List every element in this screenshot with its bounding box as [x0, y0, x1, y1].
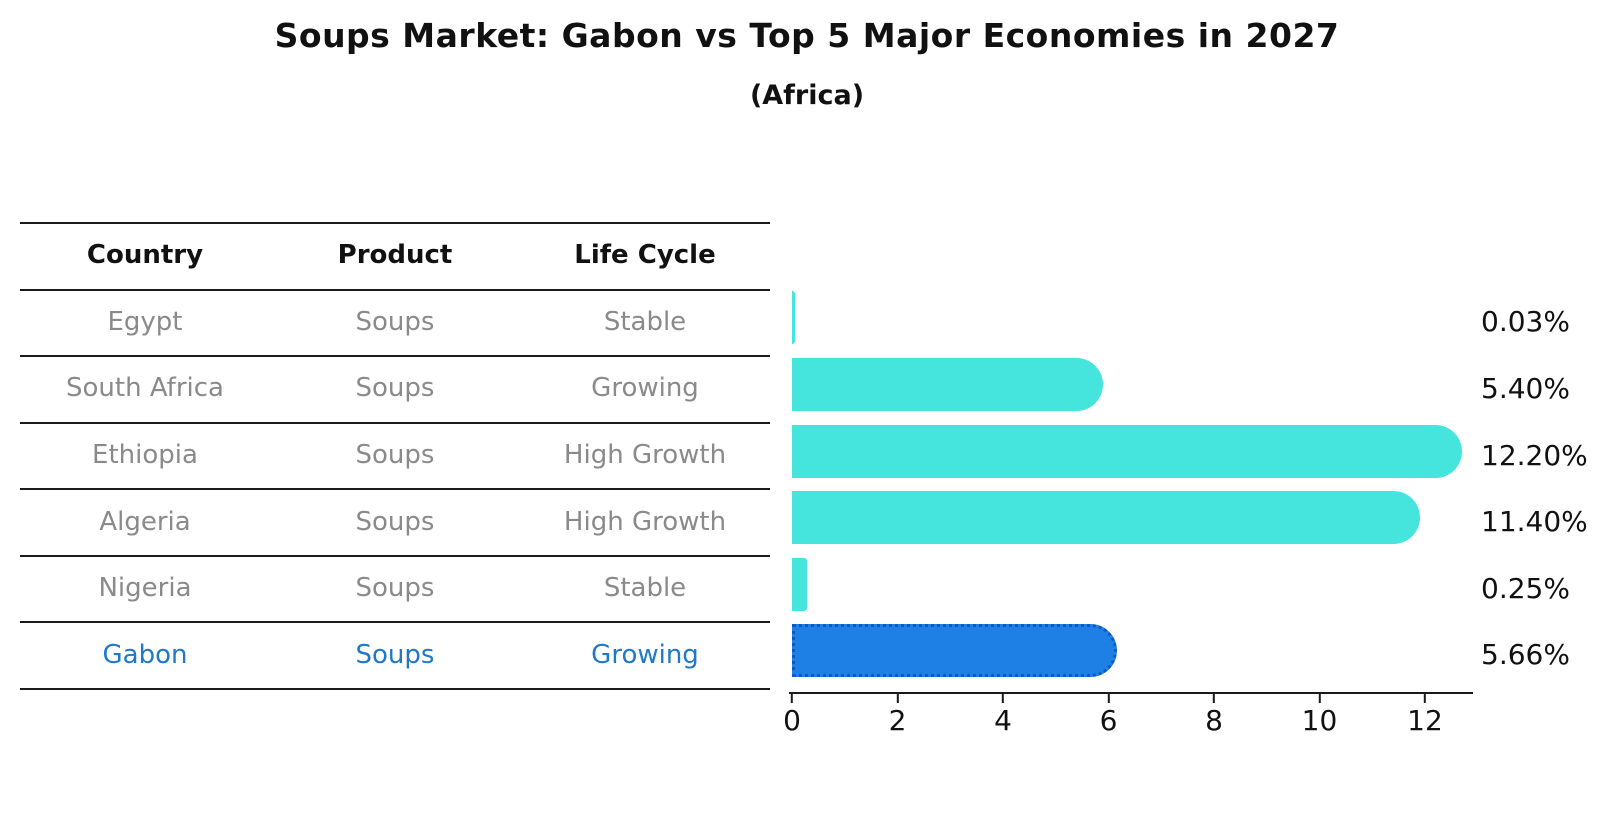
- x-axis-tick: [1423, 694, 1427, 703]
- value-label-egypt: 0.03%: [1481, 305, 1570, 339]
- value-label-gabon: 5.66%: [1481, 638, 1570, 672]
- x-axis-tick-label: 0: [783, 704, 801, 737]
- cell-country: Algeria: [99, 506, 191, 537]
- cell-country: South Africa: [66, 373, 224, 404]
- x-axis-tick-label: 4: [994, 704, 1012, 737]
- cell-country: Nigeria: [98, 573, 192, 604]
- bar-egypt: [792, 291, 796, 345]
- table-row-south-africa: South Africa Soups Growing: [20, 355, 770, 422]
- cell-life-cycle: Stable: [603, 573, 687, 604]
- value-label-algeria: 11.40%: [1481, 505, 1588, 539]
- x-axis-tick-label: 8: [1205, 704, 1223, 737]
- x-axis-tick-label: 2: [888, 704, 907, 737]
- cell-life-cycle: High Growth: [563, 506, 727, 537]
- table-rule: [20, 355, 770, 358]
- table-rule-bottom: [20, 687, 770, 690]
- table-rule: [20, 488, 770, 491]
- cell-product: Soups: [355, 639, 435, 670]
- x-axis-tick: [1001, 694, 1005, 703]
- cell-product: Soups: [355, 573, 435, 604]
- cell-life-cycle: Stable: [603, 306, 687, 337]
- table-rule: [20, 421, 770, 424]
- table-row-gabon: Gabon Soups Growing: [20, 621, 770, 688]
- column-header-country: Country: [86, 240, 204, 271]
- value-label-ethiopia: 12.20%: [1481, 438, 1588, 472]
- bar-gabon: [792, 624, 1118, 678]
- table-row-ethiopia: Ethiopia Soups High Growth: [20, 422, 770, 489]
- bar-south-africa: [792, 357, 1104, 411]
- table-rule: [20, 554, 770, 557]
- table-header-row: Country Product Life Cycle: [20, 222, 770, 289]
- x-axis-tick: [1318, 694, 1321, 703]
- table-row-nigeria: Nigeria Soups Stable: [20, 555, 770, 622]
- value-label-nigeria: 0.25%: [1481, 571, 1570, 605]
- value-label-south-africa: 5.40%: [1481, 371, 1570, 405]
- cell-product: Soups: [355, 306, 435, 337]
- table-row-algeria: Algeria Soups High Growth: [20, 488, 770, 555]
- table-rule-top: [20, 222, 770, 224]
- x-axis-tick: [896, 694, 899, 703]
- cell-country: Ethiopia: [92, 440, 198, 471]
- x-axis-tick-label: 6: [1099, 704, 1118, 737]
- cell-product: Soups: [355, 373, 435, 404]
- x-axis-tick: [790, 694, 794, 703]
- cell-country: Gabon: [102, 639, 188, 670]
- cell-country: Egypt: [107, 306, 183, 337]
- x-axis-tick-label: 10: [1301, 704, 1338, 737]
- cell-life-cycle: High Growth: [563, 440, 727, 471]
- x-axis-line: [789, 692, 1473, 695]
- chart-subtitle: (Africa): [749, 80, 865, 111]
- cell-life-cycle: Growing: [591, 373, 699, 404]
- column-header-product: Product: [337, 240, 453, 271]
- cell-product: Soups: [355, 506, 435, 537]
- x-axis-tick: [1212, 694, 1216, 703]
- x-axis-tick-label: 12: [1407, 704, 1443, 737]
- chart-title: Soups Market: Gabon vs Top 5 Major Econo…: [274, 16, 1340, 55]
- bar-ethiopia: [792, 424, 1463, 478]
- cell-product: Soups: [355, 440, 435, 471]
- bar-nigeria: [792, 557, 807, 611]
- table-rule-header: [20, 288, 770, 291]
- table-row-egypt: Egypt Soups Stable: [20, 289, 770, 356]
- x-axis-tick: [1107, 694, 1110, 703]
- bar-algeria: [792, 491, 1420, 545]
- table-rule: [20, 621, 770, 624]
- cell-life-cycle: Growing: [591, 639, 699, 670]
- column-header-life-cycle: Life Cycle: [574, 240, 716, 271]
